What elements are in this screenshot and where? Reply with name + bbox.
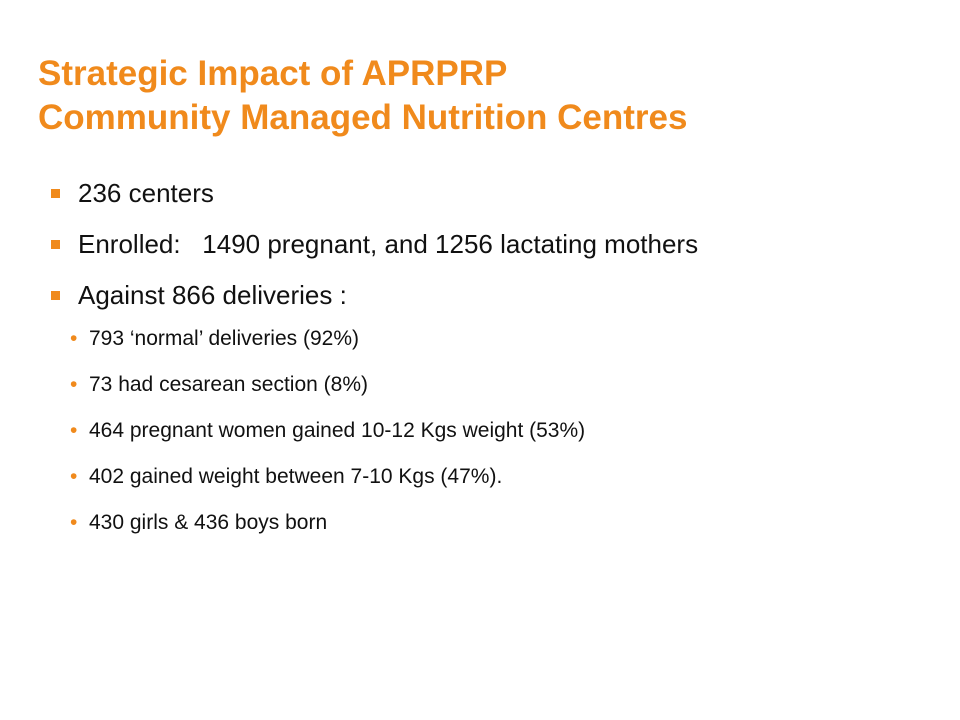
- sub-bullet-text: 402 gained weight between 7-10 Kgs (47%)…: [89, 465, 503, 488]
- bullet-text: Against 866 deliveries :: [78, 280, 347, 310]
- sub-bullet-item: • 402 gained weight between 7-10 Kgs (47…: [48, 463, 928, 491]
- slide-title: Strategic Impact of APRPRP Community Man…: [38, 52, 687, 140]
- square-bullet-icon: [51, 240, 60, 249]
- slide-body: 236 centers Enrolled: 1490 pregnant, and…: [48, 176, 928, 555]
- sub-bullet-text: 430 girls & 436 boys born: [89, 511, 328, 534]
- bullet-item: 236 centers: [48, 176, 928, 210]
- sub-bullet-item: • 464 pregnant women gained 10-12 Kgs we…: [48, 417, 928, 445]
- bullet-item: Against 866 deliveries :: [48, 278, 928, 312]
- dot-bullet-icon: •: [70, 465, 78, 488]
- dot-bullet-icon: •: [70, 373, 78, 396]
- sub-bullet-text: 464 pregnant women gained 10-12 Kgs weig…: [89, 419, 586, 442]
- bullet-text: Enrolled: 1490 pregnant, and 1256 lactat…: [78, 229, 699, 259]
- sub-bullet-list: • 793 ‘normal’ deliveries (92%) • 73 had…: [48, 325, 928, 537]
- square-bullet-icon: [51, 189, 60, 198]
- slide-title-line-1: Strategic Impact of APRPRP: [38, 54, 508, 93]
- bullet-item: Enrolled: 1490 pregnant, and 1256 lactat…: [48, 227, 928, 261]
- sub-bullet-item: • 430 girls & 436 boys born: [48, 509, 928, 537]
- dot-bullet-icon: •: [70, 511, 78, 534]
- bullet-text: 236 centers: [78, 178, 214, 208]
- sub-bullet-text: 73 had cesarean section (8%): [89, 373, 368, 396]
- square-bullet-icon: [51, 291, 60, 300]
- sub-bullet-text: 793 ‘normal’ deliveries (92%): [89, 327, 360, 350]
- dot-bullet-icon: •: [70, 419, 78, 442]
- slide-title-line-2: Community Managed Nutrition Centres: [38, 98, 688, 137]
- dot-bullet-icon: •: [70, 327, 78, 350]
- sub-bullet-item: • 73 had cesarean section (8%): [48, 371, 928, 399]
- sub-bullet-item: • 793 ‘normal’ deliveries (92%): [48, 325, 928, 353]
